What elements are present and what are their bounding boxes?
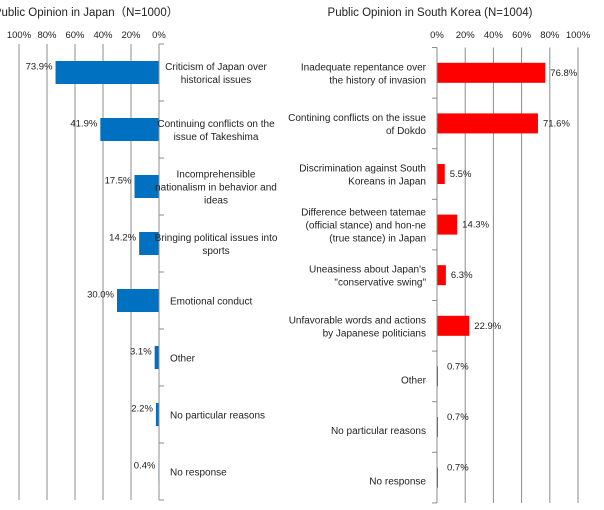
category-label: (official stance) and hon-ne <box>306 221 427 232</box>
bar <box>55 61 159 84</box>
category-label: Criticism of Japan over <box>165 62 267 73</box>
bar <box>437 214 458 235</box>
data-label: 41.9% <box>70 119 97 130</box>
category-label: Unfavorable words and actions <box>289 315 426 326</box>
bar <box>437 62 546 83</box>
tick-label: 40% <box>93 30 113 41</box>
category-label: No response <box>170 468 227 479</box>
data-label: 76.8% <box>550 68 577 79</box>
category-label: historical issues <box>181 75 252 86</box>
data-label: 73.9% <box>26 62 53 73</box>
bar <box>117 289 159 312</box>
data-label: 71.6% <box>543 118 570 129</box>
tick-label: 100% <box>566 30 591 41</box>
bar <box>154 346 159 369</box>
data-label: 2.2% <box>131 404 153 415</box>
category-label: by Japanese politicians <box>323 328 426 339</box>
category-label: Discrimination against South <box>299 164 426 175</box>
category-label: nationalism in behavior and <box>155 183 277 194</box>
data-label: 6.3% <box>451 270 473 281</box>
data-label: 0.4% <box>134 461 156 472</box>
tick-label: 80% <box>540 30 560 41</box>
tick-label: 0% <box>152 30 166 41</box>
korea-chart <box>432 47 579 504</box>
japan-chart <box>18 43 164 501</box>
tick-label: 40% <box>484 30 504 41</box>
category-label: Uneasiness about Japan's <box>309 265 426 276</box>
tick-label: 20% <box>456 30 476 41</box>
tick-label: 20% <box>121 30 141 41</box>
chart-title: Public Opinion in Japan（N=1000） <box>0 6 178 19</box>
category-label: issue of Takeshima <box>174 132 259 143</box>
data-label: 5.5% <box>450 169 472 180</box>
category-label: Emotional conduct <box>170 297 252 308</box>
data-label: 14.3% <box>462 220 489 231</box>
category-label: Contining conflicts on the issue <box>288 113 426 124</box>
category-label: No response <box>369 477 426 488</box>
bar <box>134 175 159 198</box>
bar <box>139 232 159 255</box>
data-label: 0.7% <box>447 361 469 372</box>
chart-title: Public Opinion in South Korea (N=1004) <box>328 7 533 19</box>
category-label: Other <box>401 375 427 386</box>
category-label: the history of invasion <box>329 75 426 86</box>
bar <box>155 403 159 426</box>
data-label: 14.2% <box>109 233 136 244</box>
category-label: No particular reasons <box>331 426 426 437</box>
data-label: 30.0% <box>87 290 114 301</box>
data-label: 0.7% <box>447 463 469 474</box>
tick-label: 100% <box>7 30 32 41</box>
category-label: of Dokdo <box>386 126 426 137</box>
category-label: sports <box>202 246 229 257</box>
category-label: Incomprehensible <box>177 170 256 181</box>
bar <box>100 118 159 141</box>
bar <box>437 113 538 134</box>
category-label: Difference between tatemae <box>301 208 426 219</box>
category-label: "conservative swing" <box>334 278 426 289</box>
bar <box>437 265 446 286</box>
data-label: 3.1% <box>130 347 152 358</box>
bar <box>437 164 445 184</box>
category-label: Bringing political issues into <box>155 233 278 244</box>
tick-label: 80% <box>37 30 57 41</box>
category-label: ideas <box>204 196 228 207</box>
data-label: 0.7% <box>447 412 469 423</box>
bar <box>437 315 470 336</box>
category-label: Koreans in Japan <box>348 177 426 188</box>
category-label: (true stance) in Japan <box>329 234 426 245</box>
data-label: 22.9% <box>474 321 501 332</box>
category-label: Other <box>170 354 196 365</box>
category-label: Continuing conflicts on the <box>157 119 275 130</box>
tick-label: 0% <box>430 30 444 41</box>
category-label: No particular reasons <box>170 411 265 422</box>
data-label: 17.5% <box>105 176 132 187</box>
tick-label: 60% <box>512 30 532 41</box>
category-label: Inadequate repentance over <box>301 62 427 73</box>
tick-label: 60% <box>65 30 85 41</box>
